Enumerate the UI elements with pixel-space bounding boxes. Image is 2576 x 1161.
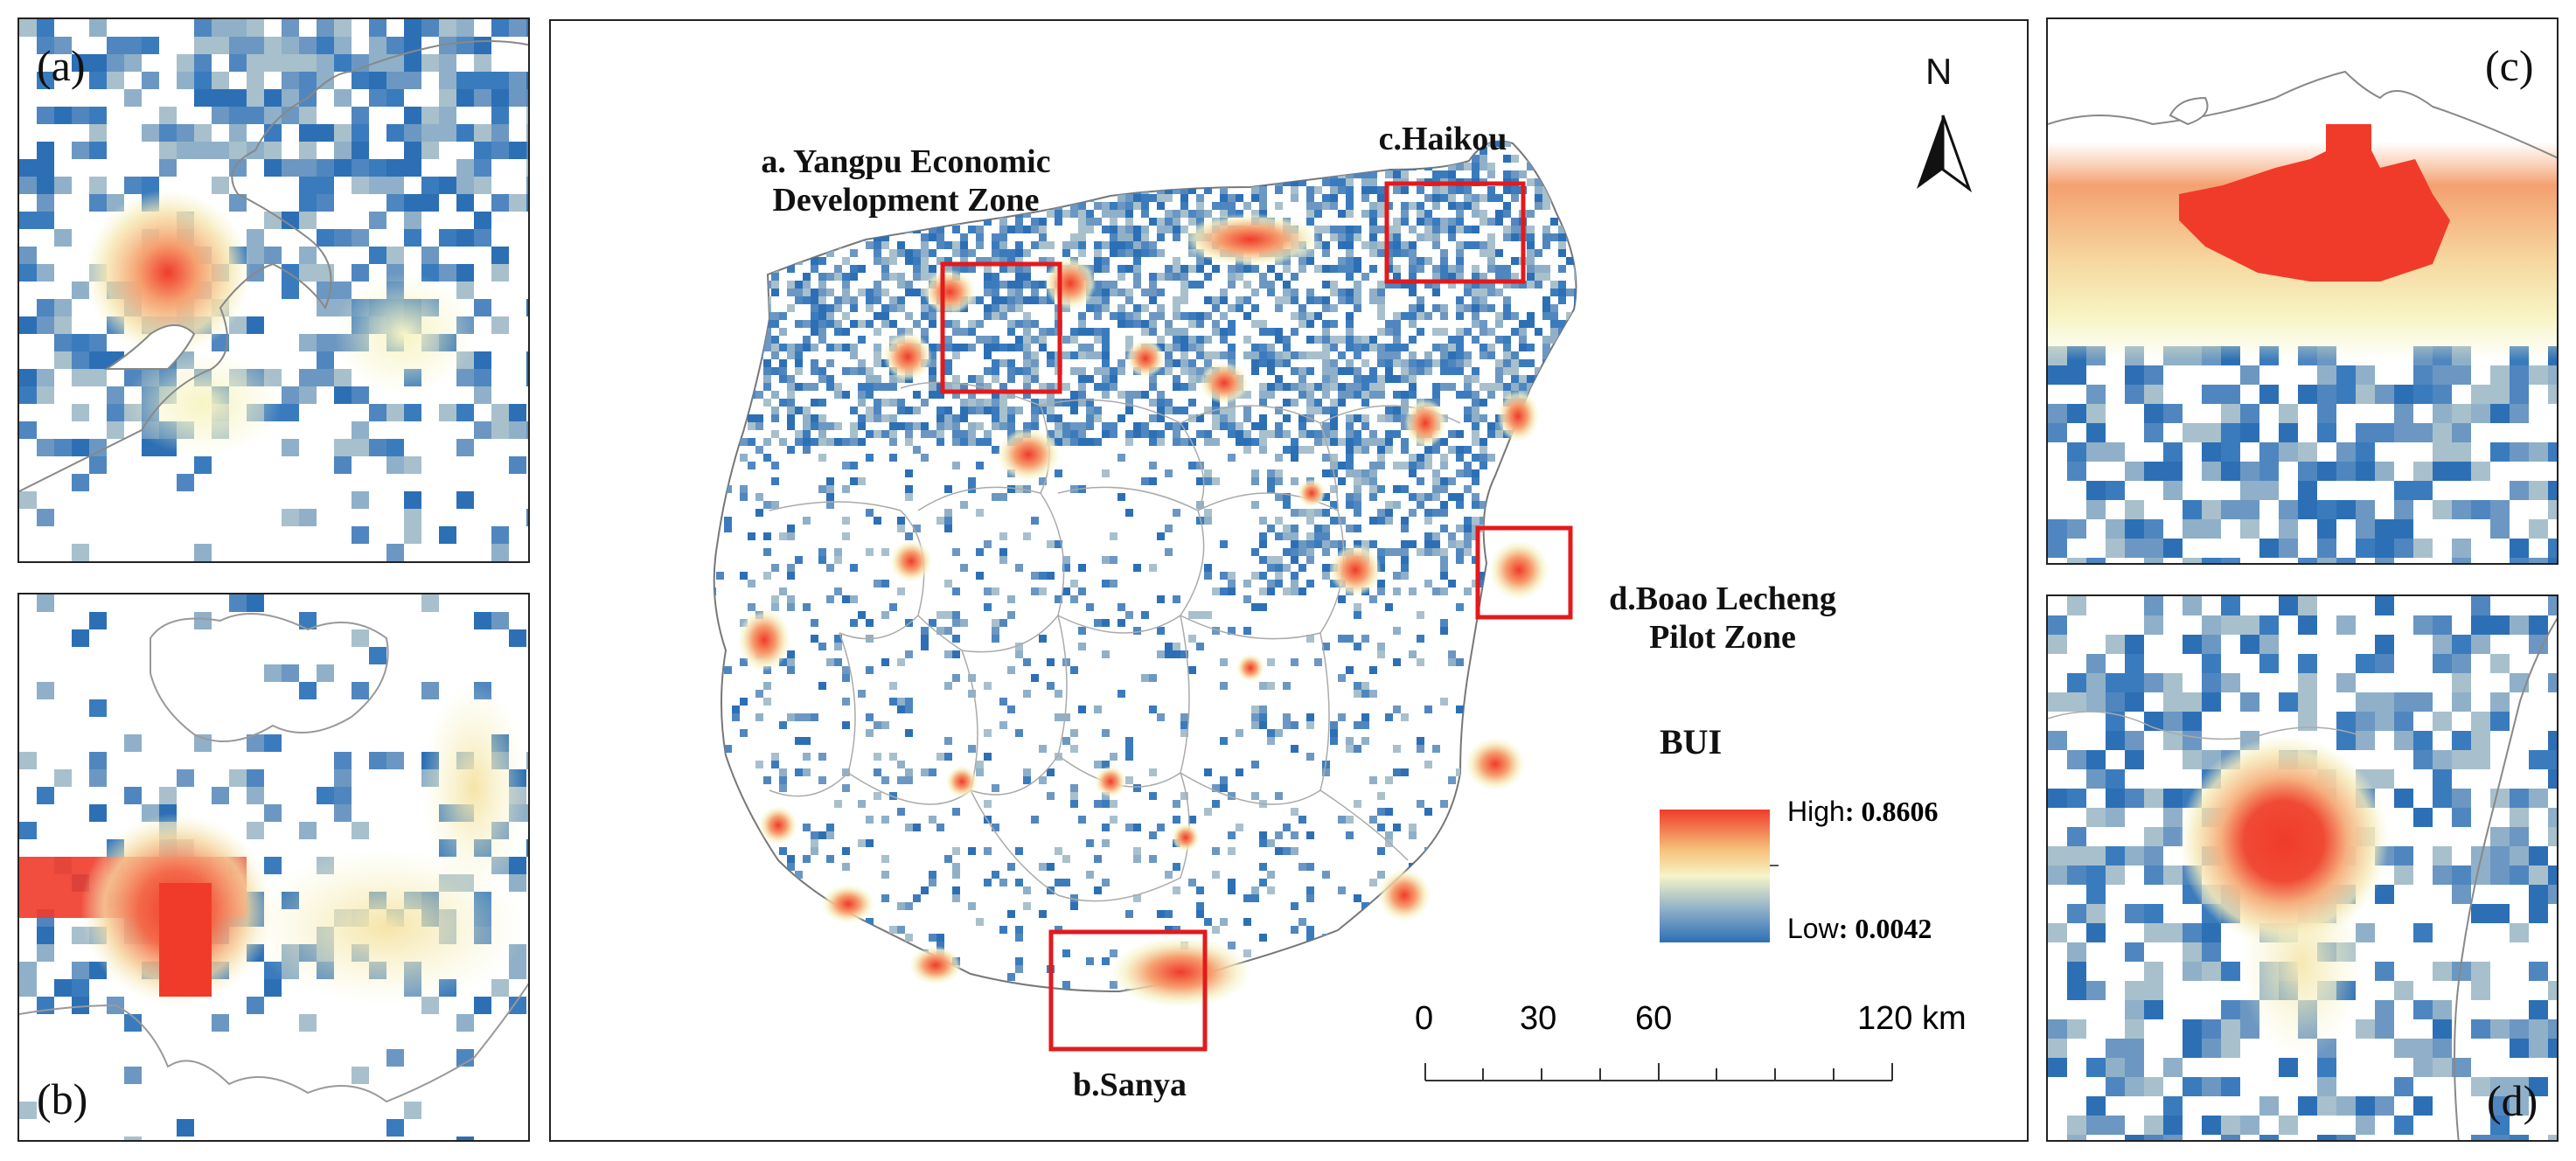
legend-high-value: : 0.8606 [1844, 796, 1939, 827]
zone-box-b [1048, 929, 1208, 1052]
inset-panel-d: (d) [2046, 594, 2559, 1142]
zone-label-c: c.Haikou [1378, 121, 1507, 157]
zone-label-d: d.Boao Lecheng Pilot Zone [1609, 580, 1836, 656]
inset-panel-c: (c) [2046, 17, 2559, 565]
legend-high: High: 0.8606 [1787, 796, 1938, 828]
zone-label-a: a. Yangpu Economic Development Zone [761, 143, 1051, 219]
north-label: N [1925, 51, 1953, 92]
inset-panel-a: (a) [17, 17, 530, 563]
scale-bar [1424, 1063, 1893, 1081]
legend-low: Low: 0.0042 [1787, 913, 1932, 945]
scale-tick-120: 120 km [1857, 1000, 1967, 1037]
zone-box-c [1384, 181, 1526, 284]
legend-low-value: : 0.0042 [1838, 913, 1932, 944]
legend-color-ramp [1660, 810, 1770, 942]
main-map-panel: N a. Yangpu Economic Development Zone c.… [549, 19, 2029, 1142]
panel-b-label: (b) [37, 1074, 88, 1123]
zone-box-a [940, 261, 1062, 394]
legend-low-label: Low [1787, 913, 1839, 944]
panel-a-label: (a) [37, 41, 86, 90]
scale-tick-60: 60 [1635, 1000, 1673, 1037]
inset-c-map [2048, 70, 2557, 563]
north-arrow-icon [1917, 115, 1973, 193]
scale-tick-30: 30 [1520, 1000, 1557, 1037]
scale-tick-0: 0 [1415, 1000, 1434, 1037]
legend-high-label: High [1787, 796, 1845, 827]
zone-label-b: b.Sanya [1073, 1067, 1187, 1103]
hainan-island-map [713, 115, 1973, 1081]
inset-b-map [19, 594, 528, 1140]
inset-panel-b: (b) [17, 593, 530, 1142]
zone-box-d [1475, 525, 1573, 620]
panel-d-label: (d) [2487, 1076, 2538, 1125]
panel-c-label: (c) [2485, 41, 2534, 90]
inset-d-map [2048, 596, 2557, 1140]
inset-a-map [19, 19, 528, 561]
legend-title: BUI [1660, 722, 1723, 761]
